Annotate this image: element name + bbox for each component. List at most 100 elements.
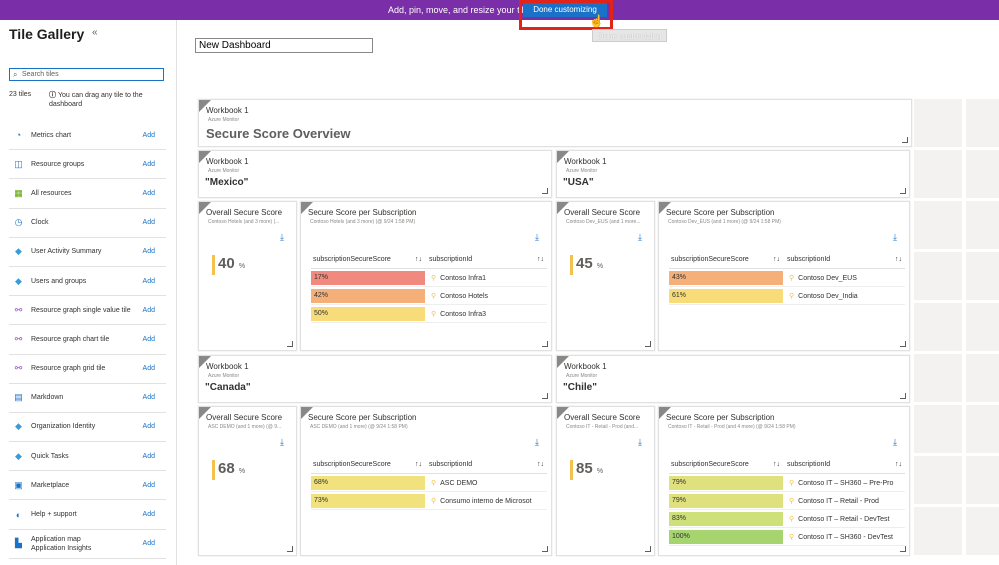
add-tile-button[interactable]: Add (142, 511, 155, 519)
score-value: 68 % (212, 460, 245, 480)
tile-item[interactable]: ◔ Metrics chart Add (9, 121, 166, 151)
resize-handle[interactable] (645, 546, 651, 552)
add-tile-button[interactable]: Add (142, 189, 155, 197)
tile-item[interactable]: ◆ Organization Identity Add (9, 413, 166, 443)
resize-handle[interactable] (900, 188, 906, 194)
overall-score-tile[interactable]: Overall Secure Score ASC DEMO (and 1 more… (198, 406, 297, 556)
table-row[interactable]: 79% ⚲ Contoso IT – SH360 – Pre-Pro (669, 474, 905, 492)
tile-item[interactable]: ⚯ Resource graph single value tile Add (9, 296, 166, 326)
add-tile-button[interactable]: Add (142, 219, 155, 227)
per-sub-subtitle: ASC DEMO (and 1 more) (@ 9/24 1:58 PM) (310, 424, 408, 430)
tile-label: All resources (31, 189, 72, 197)
tile-item[interactable]: ▦ All resources Add (9, 179, 166, 209)
table-row[interactable]: 50% ⚲ Contoso Infra3 (311, 305, 547, 323)
table-row[interactable]: 100% ⚲ Contoso IT – SH360 - DevTest (669, 528, 905, 546)
add-tile-button[interactable]: Add (142, 160, 155, 168)
tile-item[interactable]: ◆ Quick Tasks Add (9, 442, 166, 472)
workbook-region-tile[interactable]: Workbook 1 Azure Monitor "USA" (556, 150, 910, 198)
tile-item[interactable]: ⚯ Resource graph chart tile Add (9, 325, 166, 355)
table-row[interactable]: 17% ⚲ Contoso Infra1 (311, 269, 547, 287)
download-icon[interactable]: ⤓ (893, 232, 897, 242)
download-icon[interactable]: ⤓ (280, 232, 284, 242)
resize-handle[interactable] (645, 341, 651, 347)
add-tile-button[interactable]: Add (142, 365, 155, 373)
sort-icon[interactable]: ↑↓ (773, 256, 780, 263)
table-row[interactable]: 79% ⚲ Contoso IT – Retail - Prod (669, 492, 905, 510)
resize-handle[interactable] (900, 341, 906, 347)
sort-icon[interactable]: ↑↓ (415, 256, 422, 263)
column-header[interactable]: subscriptionId ↑↓ (783, 256, 905, 263)
subscription-score-tile[interactable]: Secure Score per Subscription Contoso Hot… (300, 201, 552, 351)
column-header[interactable]: subscriptionSecureScore ↑↓ (311, 461, 425, 468)
per-sub-title: Secure Score per Subscription (666, 413, 775, 422)
column-header[interactable]: subscriptionSecureScore ↑↓ (669, 256, 783, 263)
resize-handle[interactable] (542, 546, 548, 552)
add-tile-button[interactable]: Add (142, 481, 155, 489)
resize-handle[interactable] (287, 546, 293, 552)
subscription-score-tile[interactable]: Secure Score per Subscription Contoso Dev… (658, 201, 910, 351)
add-tile-button[interactable]: Add (142, 248, 155, 256)
column-header[interactable]: subscriptionSecureScore ↑↓ (669, 461, 783, 468)
table-row[interactable]: 68% ⚲ ASC DEMO (311, 474, 547, 492)
table-row[interactable]: 61% ⚲ Contoso Dev_India (669, 287, 905, 305)
tile-item[interactable]: ◫ Resource groups Add (9, 150, 166, 180)
add-tile-button[interactable]: Add (142, 423, 155, 431)
add-tile-button[interactable]: Add (142, 131, 155, 139)
overall-score-tile[interactable]: Overall Secure Score Contoso IT - Retail … (556, 406, 655, 556)
column-header[interactable]: subscriptionId ↑↓ (425, 461, 547, 468)
workbook-overview-tile[interactable]: Workbook 1 Azure Monitor Secure Score Over… (198, 99, 912, 147)
resize-handle[interactable] (900, 546, 906, 552)
resize-handle[interactable] (542, 188, 548, 194)
resize-handle[interactable] (542, 393, 548, 399)
workbook-region-tile[interactable]: Workbook 1 Azure Monitor "Mexico" (198, 150, 552, 198)
add-tile-button[interactable]: Add (142, 540, 155, 548)
column-header[interactable]: subscriptionId ↑↓ (783, 461, 905, 468)
sort-icon[interactable]: ↑↓ (537, 461, 544, 468)
download-icon[interactable]: ⤓ (638, 232, 642, 242)
sort-icon[interactable]: ↑↓ (895, 461, 902, 468)
download-icon[interactable]: ⤓ (638, 437, 642, 447)
subscription-score-tile[interactable]: Secure Score per Subscription Contoso IT … (658, 406, 910, 556)
add-tile-button[interactable]: Add (142, 277, 155, 285)
sort-icon[interactable]: ↑↓ (773, 461, 780, 468)
resize-handle[interactable] (542, 341, 548, 347)
tile-item[interactable]: ▙ Application map Application Insights Add (9, 530, 166, 559)
table-row[interactable]: 42% ⚲ Contoso Hotels (311, 287, 547, 305)
add-tile-button[interactable]: Add (142, 335, 155, 343)
download-icon[interactable]: ⤓ (280, 437, 284, 447)
column-header[interactable]: subscriptionSecureScore ↑↓ (311, 256, 425, 263)
resize-handle[interactable] (902, 137, 908, 143)
subscription-score-tile[interactable]: Secure Score per Subscription ASC DEMO (a… (300, 406, 552, 556)
tile-item[interactable]: ▣ Marketplace Add (9, 471, 166, 501)
download-icon[interactable]: ⤓ (893, 437, 897, 447)
workbook-region-tile[interactable]: Workbook 1 Azure Monitor "Canada" (198, 355, 552, 403)
resize-handle[interactable] (287, 341, 293, 347)
sort-icon[interactable]: ↑↓ (415, 461, 422, 468)
tile-item[interactable]: ◐ Help + support Add (9, 500, 166, 530)
workbook-region-tile[interactable]: Workbook 1 Azure Monitor "Chile" (556, 355, 910, 403)
overall-score-tile[interactable]: Overall Secure Score Contoso Hotels (and … (198, 201, 297, 351)
tile-item[interactable]: ◆ User Activity Summary Add (9, 238, 166, 267)
table-row[interactable]: 43% ⚲ Contoso Dev_EUS (669, 269, 905, 287)
add-tile-button[interactable]: Add (142, 452, 155, 460)
tile-item[interactable]: ◷ Clock Add (9, 209, 166, 238)
sort-icon[interactable]: ↑↓ (537, 256, 544, 263)
dashboard-name-input[interactable]: New Dashboard (195, 38, 373, 53)
tile-item[interactable]: ◆ Users and groups Add (9, 267, 166, 297)
download-icon[interactable]: ⤓ (535, 232, 539, 242)
collapse-icon[interactable]: « (92, 27, 98, 38)
table-row[interactable]: 83% ⚲ Contoso IT – Retail - DevTest (669, 510, 905, 528)
add-tile-button[interactable]: Add (142, 306, 155, 314)
resize-handle[interactable] (900, 393, 906, 399)
add-tile-button[interactable]: Add (142, 394, 155, 402)
done-customizing-button[interactable]: Done customizing (523, 2, 607, 17)
sort-icon[interactable]: ↑↓ (895, 256, 902, 263)
table-row[interactable]: 73% ⚲ Consumo interno de Microsot (311, 492, 547, 510)
column-header[interactable]: subscriptionId ↑↓ (425, 256, 547, 263)
search-input[interactable]: ⌕ Search tiles (9, 68, 164, 81)
tile-item[interactable]: ▤ Markdown Add (9, 384, 166, 413)
tile-label: Resource groups (31, 160, 85, 168)
tile-item[interactable]: ⚯ Resource graph grid tile Add (9, 355, 166, 384)
overall-score-tile[interactable]: Overall Secure Score Contoso Dev_EUS (and… (556, 201, 655, 351)
download-icon[interactable]: ⤓ (535, 437, 539, 447)
